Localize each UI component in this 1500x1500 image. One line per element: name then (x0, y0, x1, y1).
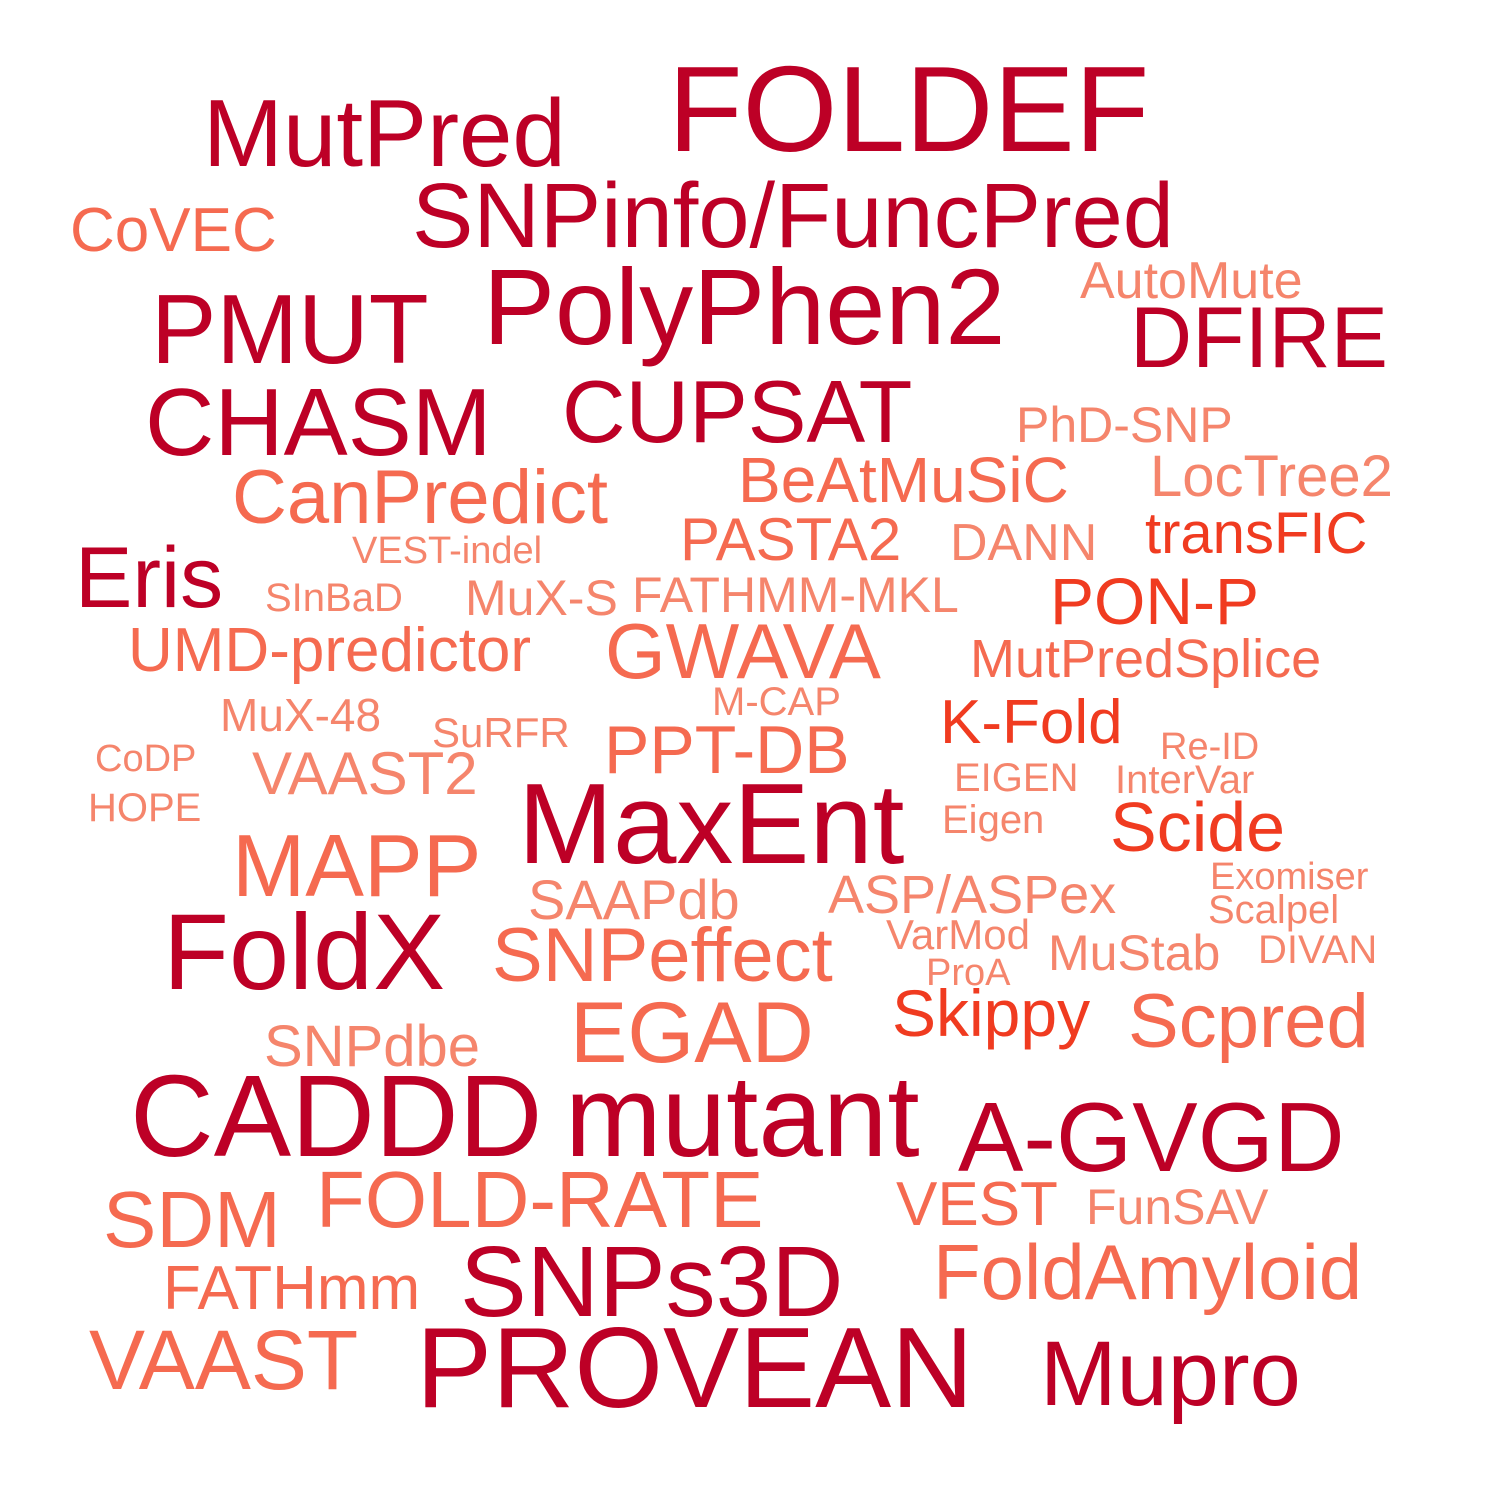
word-snpdbe: SNPdbe (264, 1014, 481, 1079)
word-sdm: SDM (103, 1175, 281, 1264)
word-phd-snp: PhD-SNP (1016, 397, 1233, 453)
word-gwava: GWAVA (605, 607, 881, 695)
word-exomiser: Exomiser (1210, 856, 1369, 898)
word-vaast: VAAST (89, 1313, 359, 1407)
word-caddd: CADDD (130, 1051, 543, 1181)
word-covec: CoVEC (70, 196, 277, 265)
word-foldef: FOLDEF (668, 41, 1150, 177)
word-mutpredsplice: MutPredSplice (970, 629, 1322, 689)
word-ppt-db: PPT-DB (604, 712, 850, 788)
word-dfire: DFIRE (1130, 290, 1388, 386)
word-scide: Scide (1110, 788, 1286, 866)
word-cupsat: CUPSAT (562, 362, 913, 461)
word-vest-indel: VEST-indel (352, 530, 543, 572)
word-scpred: Scpred (1128, 979, 1369, 1064)
word-asp-aspex: ASP/ASPex (828, 865, 1117, 925)
word-canpredict: CanPredict (232, 455, 608, 540)
word-a-gvgd: A-GVGD (958, 1082, 1345, 1192)
word-fathmm: FATHmm (163, 1254, 421, 1323)
word-k-fold: K-Fold (940, 688, 1123, 757)
word-provean: PROVEAN (416, 1305, 974, 1432)
word-transfic: transFIC (1145, 501, 1368, 566)
word-egad: EGAD (570, 985, 814, 1081)
word-skippy: Skippy (892, 976, 1091, 1050)
word-saapdb: SAAPdb (528, 868, 740, 931)
word-codp: CoDP (95, 738, 197, 780)
word-eris: Eris (75, 530, 224, 626)
word-divan: DIVAN (1258, 928, 1378, 972)
word-snpeffect: SNPeffect (492, 913, 833, 998)
word-pmut: PMUT (151, 274, 429, 384)
word-mux-48: MuX-48 (220, 689, 382, 741)
word-loctree2: LocTree2 (1150, 444, 1393, 509)
word-snpinfo-funcpred: SNPinfo/FuncPred (412, 165, 1174, 267)
word-mutpred: MutPred (203, 80, 566, 187)
word-sinbad: SInBaD (265, 576, 403, 620)
word-snps3d: SNPs3D (460, 1226, 844, 1338)
word-chasm: CHASM (145, 369, 492, 476)
word-polyphen2: PolyPhen2 (483, 246, 1006, 367)
word-varmod: VarMod (886, 911, 1030, 958)
word-mapp: MAPP (232, 816, 482, 915)
word-m-cap: M-CAP (712, 680, 841, 724)
word-mupro: Mupro (1040, 1323, 1301, 1425)
word-scalpel: Scalpel (1208, 888, 1340, 932)
word-beatmusic: BeAtMuSiC (738, 444, 1069, 516)
word-vaast2: VAAST2 (252, 740, 478, 807)
word-fathmm-mkl: FATHMM-MKL (632, 567, 959, 623)
word-surfr: SuRFR (432, 709, 570, 756)
word-mustab: MuStab (1048, 925, 1221, 981)
word-automute: AutoMute (1080, 252, 1303, 310)
word-funsav: FunSAV (1086, 1179, 1269, 1235)
word-intervar: InterVar (1115, 758, 1255, 802)
word-hope: HOPE (88, 786, 202, 830)
word-pon-p: PON-P (1050, 564, 1260, 638)
word-fold-rate: FOLD-RATE (316, 1155, 764, 1244)
word-umd-predictor: UMD-predictor (128, 616, 532, 685)
word-foldx: FoldX (163, 891, 446, 1012)
word-dann: DANN (950, 514, 1098, 572)
word-mux-s: MuX-S (465, 570, 618, 626)
word-vest: VEST (896, 1170, 1058, 1239)
word-pasta2: PASTA2 (680, 506, 902, 573)
word-eigen: Eigen (942, 798, 1045, 842)
word-proa: ProA (926, 952, 1011, 994)
word-maxent: MaxEnt (518, 761, 905, 888)
word-re-id: Re-ID (1160, 726, 1260, 768)
word-eigen-caps: EIGEN (954, 756, 1079, 800)
word-mutant: mutant (565, 1051, 920, 1181)
word-foldamyloid: FoldAmyloid (933, 1228, 1363, 1316)
